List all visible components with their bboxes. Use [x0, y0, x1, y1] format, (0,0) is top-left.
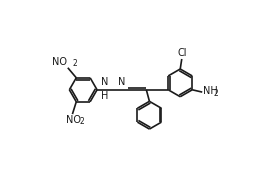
Text: Cl: Cl	[177, 48, 186, 58]
Text: NH: NH	[203, 86, 218, 96]
Text: NO: NO	[66, 115, 81, 125]
Text: N: N	[101, 78, 109, 87]
Text: 2: 2	[79, 117, 84, 126]
Text: 2: 2	[213, 89, 218, 98]
Text: N: N	[118, 77, 125, 87]
Text: NO: NO	[52, 57, 67, 67]
Text: H: H	[101, 91, 109, 101]
Text: 2: 2	[72, 59, 77, 68]
